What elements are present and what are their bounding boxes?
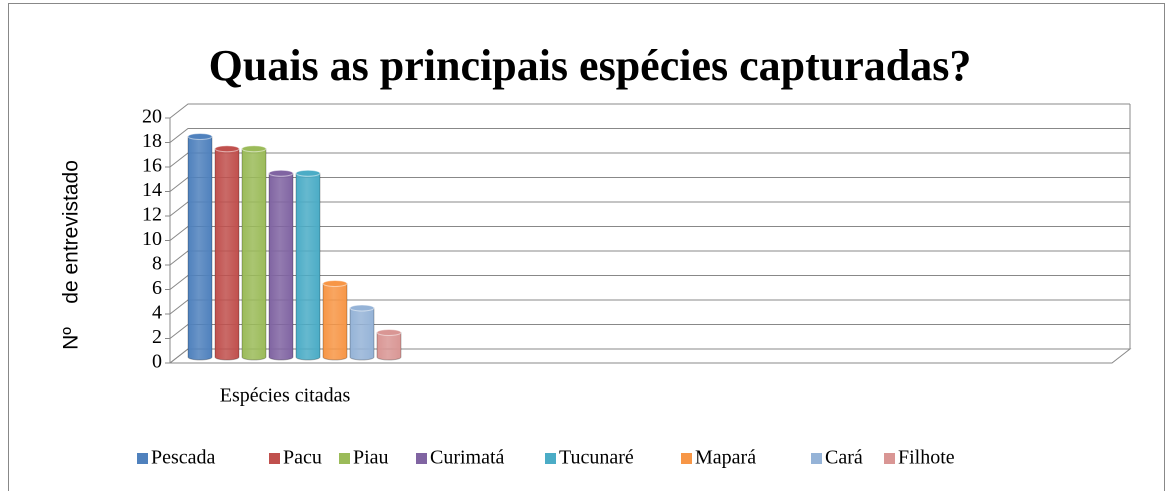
bar-top: [268, 169, 294, 177]
grid-line: [169, 128, 1130, 143]
y-tick-label: 16: [142, 155, 162, 177]
legend-swatch: [137, 453, 148, 464]
legend-label: Pacu: [283, 447, 322, 469]
y-tick-label: 18: [142, 130, 162, 152]
legend-label: Piau: [353, 447, 389, 469]
legend-swatch: [545, 453, 556, 464]
y-tick-label: 2: [152, 326, 162, 348]
legend-swatch: [681, 453, 692, 464]
legend-label: Pescada: [151, 447, 216, 469]
bar: [322, 283, 348, 361]
bar-top: [322, 280, 348, 287]
y-tick-label: 12: [142, 204, 162, 226]
y-tick-label: 6: [152, 277, 162, 299]
bar-top: [214, 145, 240, 153]
bar-top: [241, 145, 267, 153]
y-axis-label: Nº de entrevistado: [60, 160, 83, 350]
y-tick-label: 8: [152, 253, 162, 275]
legend-label: Cará: [825, 447, 863, 469]
bar: [349, 307, 375, 361]
legend-swatch: [339, 453, 350, 464]
grid-line: [169, 103, 1130, 119]
bar: [214, 148, 240, 361]
bar: [187, 136, 213, 361]
y-tick-label: 20: [142, 106, 162, 128]
bar-top: [295, 169, 321, 177]
legend-label: Mapará: [695, 447, 756, 469]
bar: [376, 332, 402, 361]
bar: [295, 172, 321, 361]
bar-top: [376, 329, 402, 336]
bar-top: [349, 304, 375, 312]
category-label: Espécies citadas: [220, 385, 351, 407]
legend-label: Filhote: [898, 447, 955, 469]
bar: [268, 172, 294, 361]
y-tick-label: 10: [142, 228, 162, 250]
bar: [241, 148, 267, 361]
y-tick-label: 14: [142, 179, 162, 201]
legend-swatch: [811, 453, 822, 464]
legend-label: Tucunaré: [559, 447, 634, 469]
y-tick-label: 0: [152, 351, 162, 373]
chart-title: Quais as principais espécies capturadas?: [209, 41, 972, 90]
legend-swatch: [416, 453, 427, 464]
bar-top: [187, 133, 213, 140]
legend-label: Curimatá: [430, 447, 505, 469]
y-tick-label: 4: [152, 302, 162, 324]
legend-swatch: [269, 453, 280, 464]
legend-swatch: [884, 453, 895, 464]
